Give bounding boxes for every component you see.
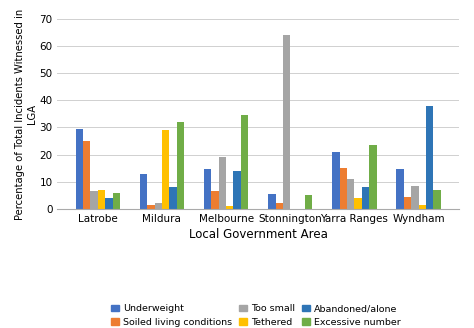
Bar	[211, 191, 219, 209]
Bar	[177, 122, 184, 209]
Bar	[226, 206, 234, 209]
Bar	[169, 187, 177, 209]
Bar	[162, 130, 169, 209]
Bar	[268, 194, 275, 209]
Bar	[275, 203, 283, 209]
Bar	[404, 196, 411, 209]
Bar	[140, 174, 147, 209]
Bar	[91, 191, 98, 209]
Legend: Underweight, Soiled living conditions, Too small, Tethered, Abandoned/alone, Exc: Underweight, Soiled living conditions, T…	[109, 301, 403, 328]
Bar	[362, 187, 369, 209]
Y-axis label: Percentage of Total Incidents Witnessed in
LGA: Percentage of Total Incidents Witnessed …	[15, 8, 36, 219]
Bar	[355, 198, 362, 209]
Bar	[283, 35, 290, 209]
Bar	[419, 205, 426, 209]
Bar	[112, 193, 120, 209]
Bar	[347, 179, 355, 209]
Bar	[369, 145, 376, 209]
Bar	[411, 186, 419, 209]
Bar	[219, 157, 226, 209]
Bar	[305, 195, 312, 209]
Bar	[76, 129, 83, 209]
Bar	[340, 168, 347, 209]
Bar	[155, 203, 162, 209]
X-axis label: Local Government Area: Local Government Area	[189, 228, 328, 241]
Bar	[241, 115, 248, 209]
Bar	[83, 141, 91, 209]
Bar	[426, 106, 433, 209]
Bar	[433, 190, 441, 209]
Bar	[98, 190, 105, 209]
Bar	[332, 152, 340, 209]
Bar	[396, 170, 404, 209]
Bar	[204, 170, 211, 209]
Bar	[234, 171, 241, 209]
Bar	[147, 205, 155, 209]
Bar	[105, 198, 112, 209]
